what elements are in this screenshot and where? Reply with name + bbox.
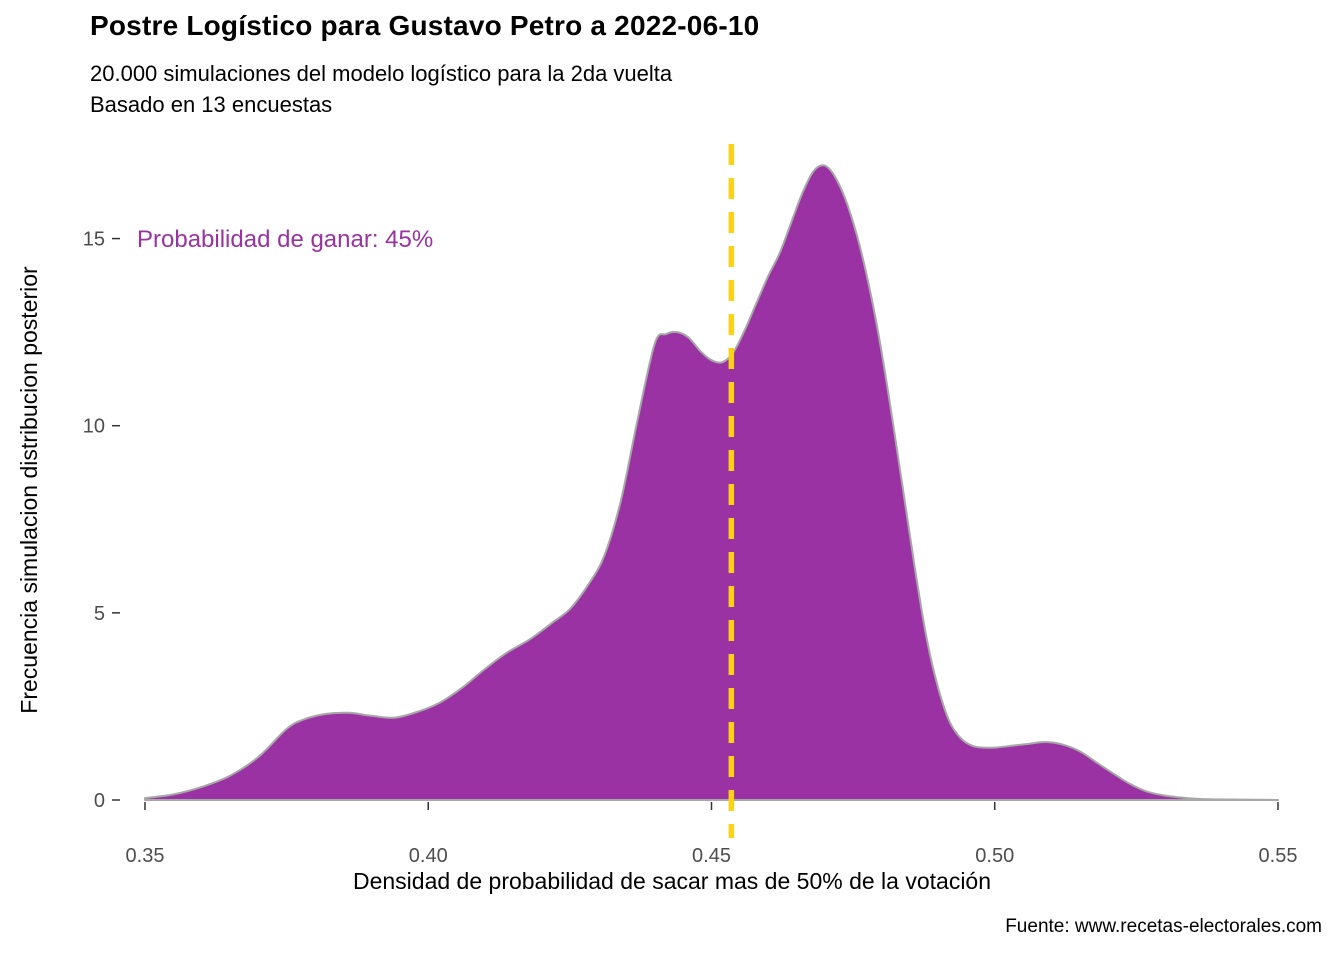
x-tick-label: 0.50 <box>975 845 1014 867</box>
win-probability-annotation: Probabilidad de ganar: 45% <box>137 226 434 253</box>
y-tick-label: 5 <box>94 603 105 625</box>
x-tick-label: 0.40 <box>409 845 448 867</box>
chart-subtitle-line-2: Basado en 13 encuestas <box>90 92 333 117</box>
source-credit: Fuente: www.recetas-electorales.com <box>1005 916 1322 937</box>
chart-subtitle-line-1: 20.000 simulaciones del modelo logístico… <box>90 61 673 86</box>
x-tick-label: 0.55 <box>1259 845 1298 867</box>
x-tick-label: 0.35 <box>126 845 165 867</box>
y-tick-label: 10 <box>83 416 105 438</box>
density-area <box>144 164 1279 801</box>
chart-title: Postre Logístico para Gustavo Petro a 20… <box>90 10 760 41</box>
y-tick-label: 0 <box>94 790 105 812</box>
x-axis-label: Densidad de probabilidad de sacar mas de… <box>352 868 992 894</box>
y-axis-label: Frecuencia simulacion distribucion poste… <box>16 266 42 714</box>
x-tick-label: 0.45 <box>692 845 731 867</box>
y-tick-label: 15 <box>83 229 105 251</box>
